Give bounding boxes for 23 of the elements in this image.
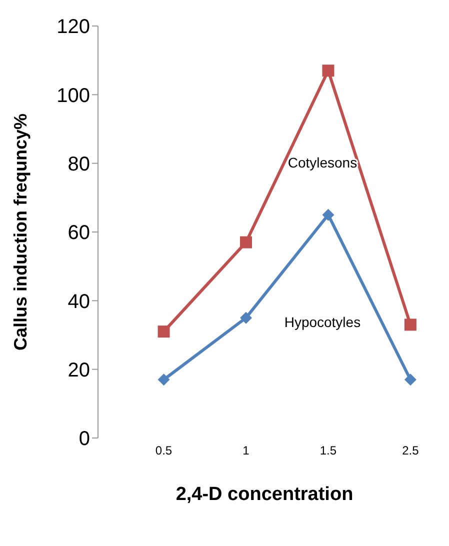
series-label: Cotylesons: [288, 154, 358, 170]
y-tick-label: 20: [68, 359, 90, 382]
point: [158, 374, 170, 386]
y-tick-label: 80: [68, 153, 90, 176]
x-axis-title: 2,4-D concentration: [176, 484, 354, 505]
point: [322, 64, 334, 77]
y-tick-label: 120: [56, 16, 90, 38]
series-label: Hypocotyles: [284, 314, 361, 330]
x-tick-label: 1.5: [320, 444, 337, 458]
y-tick-label: 40: [68, 290, 90, 313]
x-tick-label: 1: [242, 444, 250, 458]
y-tick-label: 60: [68, 222, 90, 244]
y-axis-title: Callus induction frequncy%: [10, 113, 30, 351]
point: [158, 326, 170, 338]
x-tick-label: 2.5: [402, 444, 420, 458]
point: [404, 374, 416, 386]
y-tick-label: 0: [78, 428, 90, 450]
point: [240, 312, 252, 324]
point: [322, 208, 334, 221]
x-tick-label: 0.5: [155, 444, 172, 458]
y-tick-label: 100: [56, 84, 90, 107]
point: [240, 236, 252, 248]
point: [404, 318, 416, 331]
